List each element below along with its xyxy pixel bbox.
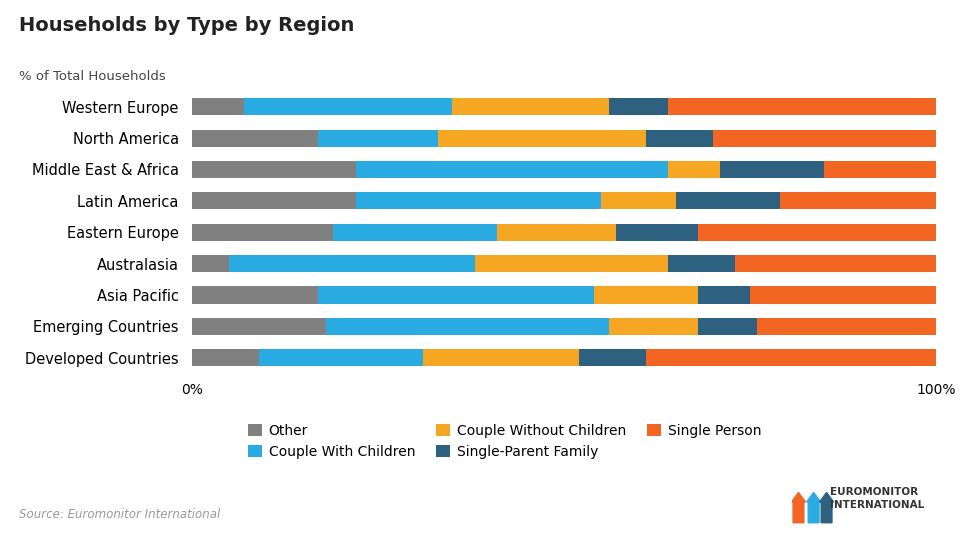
Bar	[192, 161, 355, 178]
Bar	[609, 318, 698, 335]
Text: EUROMONITOR
INTERNATIONAL: EUROMONITOR INTERNATIONAL	[830, 487, 924, 510]
Bar	[609, 98, 668, 116]
Text: Households by Type by Region: Households by Type by Region	[19, 16, 354, 35]
Bar	[474, 255, 668, 272]
Bar	[825, 161, 936, 178]
Bar	[668, 255, 735, 272]
FancyArrow shape	[806, 492, 821, 523]
Bar	[698, 224, 936, 241]
Bar	[698, 318, 757, 335]
FancyArrow shape	[820, 492, 833, 523]
Bar	[676, 192, 780, 210]
Bar	[452, 98, 609, 116]
Legend: Other, Couple With Children, Couple Without Children, Single-Parent Family, Sing: Other, Couple With Children, Couple With…	[248, 423, 761, 458]
Bar	[712, 130, 936, 147]
Bar	[735, 255, 936, 272]
Bar	[668, 98, 936, 116]
Bar	[325, 318, 609, 335]
Text: % of Total Households: % of Total Households	[19, 70, 166, 83]
Bar	[192, 98, 244, 116]
FancyArrow shape	[792, 492, 805, 523]
Bar	[355, 161, 668, 178]
Bar	[192, 255, 229, 272]
Bar	[333, 224, 497, 241]
Bar	[319, 286, 593, 303]
Bar	[192, 349, 259, 366]
Bar	[192, 224, 333, 241]
Bar	[616, 224, 698, 241]
Bar	[646, 349, 936, 366]
Bar	[646, 130, 712, 147]
Bar	[593, 286, 698, 303]
Bar	[579, 349, 646, 366]
Bar	[757, 318, 936, 335]
Bar	[698, 286, 750, 303]
Bar	[192, 192, 355, 210]
Bar	[192, 318, 325, 335]
Bar	[750, 286, 936, 303]
Bar	[720, 161, 825, 178]
Bar	[601, 192, 676, 210]
Bar	[192, 130, 319, 147]
Bar	[422, 349, 579, 366]
Text: Source: Euromonitor International: Source: Euromonitor International	[19, 508, 221, 521]
Bar	[355, 192, 601, 210]
Bar	[259, 349, 422, 366]
Bar	[438, 130, 646, 147]
Bar	[780, 192, 936, 210]
Bar	[192, 286, 319, 303]
Bar	[229, 255, 474, 272]
Bar	[668, 161, 720, 178]
Bar	[244, 98, 452, 116]
Bar	[497, 224, 616, 241]
Bar	[319, 130, 438, 147]
